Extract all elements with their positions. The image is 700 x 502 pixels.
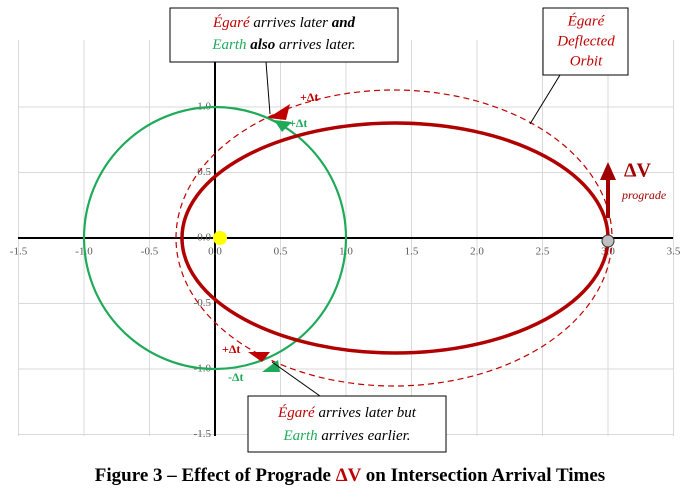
callout-text: Égaré — [567, 12, 606, 29]
x-tick-label: 2.5 — [536, 246, 550, 258]
callout-text: Orbit — [570, 53, 603, 69]
x-tick-label: 3.5 — [667, 246, 681, 258]
caption-text: on Intersection Arrival Times — [361, 465, 605, 486]
callout-box — [542, 7, 629, 76]
delta-t: -Δt — [228, 370, 244, 384]
x-tick-label: 1.5 — [405, 246, 419, 258]
text: also — [246, 37, 275, 53]
egare: Égaré — [212, 14, 251, 31]
leader — [529, 74, 561, 125]
x-tick-label: -0.5 — [141, 246, 159, 258]
callout-text: Égaré arrives later and — [212, 14, 356, 31]
delta-v-label: prograde — [621, 188, 667, 202]
caption: Figure 3 – Effect of Prograde ΔV on Inte… — [95, 465, 605, 486]
text: arrives later. — [275, 37, 355, 53]
sun — [213, 231, 227, 245]
callout-text: Earth arrives earlier. — [282, 428, 410, 444]
text: arrives later — [250, 15, 332, 31]
x-tick-label: 0.5 — [274, 246, 288, 258]
callout-text: Earth also arrives later. — [211, 37, 355, 53]
earth-orbit — [82, 105, 348, 371]
text: arrives later but — [315, 405, 417, 421]
delta-v: ΔV — [624, 160, 652, 182]
arrowhead — [262, 360, 280, 372]
callout-box — [247, 395, 447, 453]
egare: Égaré — [277, 404, 316, 421]
text: and — [332, 15, 356, 31]
x-tick-label: -1.5 — [10, 246, 28, 258]
callout-text: Deflected — [556, 33, 615, 49]
delta-t: +Δt — [300, 90, 318, 104]
delta-t: +Δt — [222, 342, 240, 356]
arrowhead — [248, 352, 270, 362]
text: arrives earlier. — [318, 428, 411, 444]
arrowhead — [268, 104, 290, 120]
callout-text: Égaré arrives later but — [277, 404, 417, 421]
caption-text: Figure 3 – Effect of Prograde — [95, 465, 336, 486]
earth: Earth — [211, 37, 246, 53]
callout-box — [169, 7, 399, 63]
egare — [601, 234, 615, 248]
caption-text: ΔV — [336, 465, 362, 486]
arrow-head — [600, 162, 616, 180]
tick-labels: -1.5 -1.0 -0.5 0.0 0.5 1.0 1.5 2.0 2.5 3.0 3.5-1.5… — [10, 101, 681, 441]
arrowhead — [274, 120, 292, 132]
leader — [265, 61, 271, 115]
x-tick-label: 0.0 — [208, 246, 222, 258]
leader — [271, 361, 321, 397]
y-tick-label: 0.0 — [197, 232, 211, 244]
y-tick-label: -0.5 — [194, 297, 212, 309]
earth: Earth — [282, 428, 317, 444]
y-tick-label: -1.5 — [194, 428, 212, 440]
x-tick-label: 2.0 — [470, 246, 484, 258]
delta-t: +Δt — [289, 116, 307, 130]
